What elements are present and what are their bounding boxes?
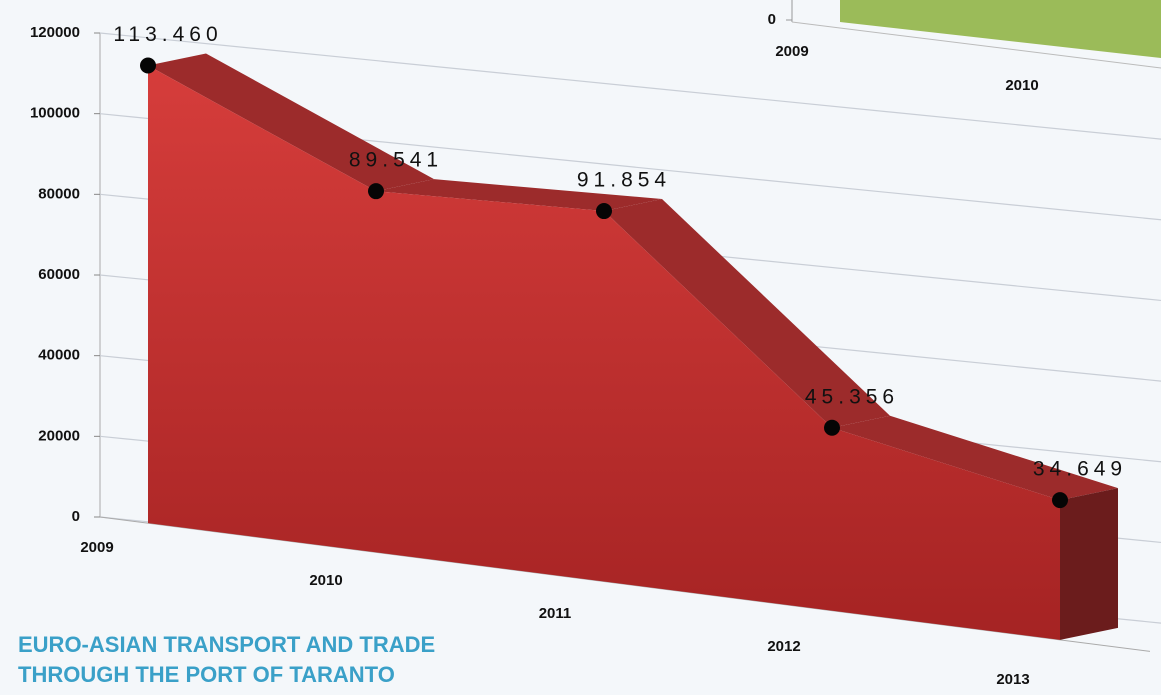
data-point bbox=[824, 419, 840, 436]
data-label: 89.541 bbox=[349, 149, 443, 172]
x-tick-label: 2011 bbox=[539, 605, 572, 622]
data-label: 34.649 bbox=[1033, 458, 1127, 481]
x-tick-label: 2012 bbox=[767, 638, 800, 655]
y-tick-label: 80000 bbox=[38, 185, 80, 202]
x-tick-label: 2013 bbox=[996, 671, 1029, 688]
data-label: 91.854 bbox=[577, 169, 671, 192]
grid-line bbox=[99, 32, 1161, 140]
y-tick-label: 0 bbox=[72, 508, 80, 525]
data-point bbox=[368, 183, 384, 200]
y-tick-label: 20000 bbox=[38, 427, 80, 444]
y-tick-label: 40000 bbox=[38, 347, 80, 364]
plot: 113.460 2009 89.541 2010 91.854 2011 45.356 201… bbox=[80, 23, 1127, 688]
area-top-face bbox=[376, 179, 662, 212]
title-line: THROUGH THE PORT OF TARANTO bbox=[18, 662, 395, 687]
area-top-face bbox=[148, 53, 434, 192]
x-tick-label: 2009 bbox=[80, 539, 113, 556]
data-point bbox=[596, 203, 612, 220]
data-point bbox=[140, 57, 156, 74]
data-label: 113.460 bbox=[113, 23, 222, 46]
y-tick-label: 60000 bbox=[38, 266, 80, 283]
y-tick-label: 120000 bbox=[30, 24, 80, 41]
area-end-face bbox=[1060, 488, 1118, 640]
area bbox=[148, 65, 1060, 640]
x-tick-label: 2010 bbox=[1005, 77, 1038, 94]
y-tick-label: 0 bbox=[768, 11, 776, 28]
data-label: 45.356 bbox=[805, 385, 899, 408]
area-top-face bbox=[832, 415, 1118, 501]
area-top-face bbox=[604, 199, 890, 428]
data-point bbox=[1052, 492, 1068, 509]
title-line: EURO-ASIAN TRANSPORT AND TRADE bbox=[18, 632, 435, 657]
x-tick-label: 2009 bbox=[775, 43, 808, 60]
x-tick-label: 2010 bbox=[309, 572, 342, 589]
y-tick-label: 100000 bbox=[30, 105, 80, 122]
axis-line bbox=[791, 21, 1161, 69]
bar-partial bbox=[840, 0, 1161, 58]
